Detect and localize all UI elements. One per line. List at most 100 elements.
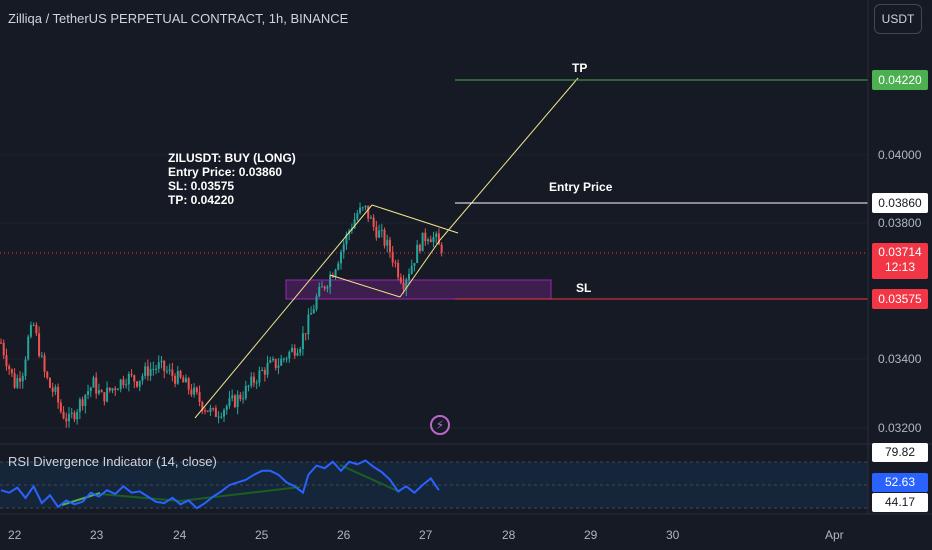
rsi-divergence-line: [339, 464, 401, 493]
candle-body: [149, 369, 152, 376]
candle-body: [220, 416, 223, 418]
candle-body: [410, 265, 413, 274]
chart-title: Zilliqa / TetherUS PERPETUAL CONTRACT, 1…: [8, 11, 349, 26]
time-tick: 26: [337, 528, 351, 542]
price-tick: 0.03800: [878, 216, 922, 230]
rsi-upper-tag: 79.82: [872, 443, 928, 462]
candle-body: [127, 374, 130, 385]
candle-body: [315, 296, 318, 310]
channel-line: [329, 274, 401, 298]
candle-body: [261, 370, 264, 372]
candle-body: [440, 244, 443, 253]
lightning-icon[interactable]: ⚡: [430, 415, 450, 435]
time-tick: Apr: [825, 528, 844, 542]
candle-body: [233, 395, 236, 408]
candle-body: [266, 362, 269, 375]
time-tick: 28: [502, 528, 516, 542]
candle-body: [103, 392, 106, 402]
candle-body: [10, 369, 13, 374]
candle-body: [133, 375, 136, 382]
candle-body: [38, 333, 41, 356]
candle-body: [394, 262, 397, 264]
candle-body: [269, 360, 272, 363]
candle-body: [367, 205, 370, 219]
rsi-line: [0, 459, 440, 510]
candle-body: [424, 232, 427, 242]
candle-body: [97, 390, 100, 394]
candle-body: [46, 371, 49, 378]
candle-body: [255, 382, 258, 384]
idea-line: Entry Price: 0.03860: [168, 165, 283, 179]
candle-body: [239, 394, 242, 400]
candles: [0, 202, 443, 428]
candle-body: [334, 269, 337, 278]
rsi-value-tag: 52.63: [872, 473, 928, 492]
candle-body: [375, 226, 378, 238]
candle-body: [291, 347, 294, 352]
candle-body: [111, 388, 114, 391]
candle-body: [312, 309, 315, 314]
candle-body: [165, 370, 168, 372]
candle-body: [272, 358, 274, 361]
candle-body: [223, 409, 226, 417]
candle-body: [288, 351, 291, 359]
candle-body: [337, 263, 340, 270]
candle-body: [361, 207, 364, 209]
candle-body: [160, 360, 163, 363]
channel-line: [399, 239, 441, 298]
candle-body: [2, 342, 5, 356]
candle-body: [40, 355, 43, 357]
candle-body: [212, 408, 215, 410]
candle-body: [206, 410, 209, 412]
candle-body: [372, 217, 375, 227]
candle-body: [130, 374, 133, 376]
candle-body: [27, 336, 30, 360]
rsi-divergence-line: [99, 486, 301, 503]
candle-body: [388, 239, 391, 252]
candle-body: [8, 366, 11, 370]
candle-body: [65, 418, 68, 422]
candle-body: [195, 387, 198, 393]
candle-body: [155, 368, 158, 370]
idea-line: TP: 0.04220: [168, 193, 235, 207]
candle-body: [13, 373, 16, 388]
time-tick: 22: [8, 528, 22, 542]
candle-body: [57, 386, 60, 403]
time-tick: 25: [255, 528, 269, 542]
candle-body: [19, 378, 22, 382]
candle-body: [242, 398, 245, 400]
candle-body: [73, 412, 76, 420]
candle-body: [201, 401, 204, 411]
candle-body: [5, 355, 8, 367]
candle-body: [182, 377, 185, 383]
candle-body: [274, 358, 277, 368]
candle-body: [231, 395, 234, 399]
channel-line: [371, 204, 459, 234]
candle-body: [421, 232, 424, 252]
candle-body: [204, 410, 206, 412]
sl-label: SL: [576, 281, 592, 295]
currency-button[interactable]: USDT: [874, 4, 922, 34]
candle-body: [307, 314, 310, 335]
candle-body: [282, 358, 285, 360]
flag-pattern: [194, 77, 579, 419]
candle-body: [62, 411, 65, 419]
candle-body: [285, 358, 288, 360]
candle-body: [163, 360, 166, 371]
current-price-value: 0.03714: [878, 245, 922, 259]
candle-body: [48, 377, 51, 388]
candle-body: [380, 229, 383, 231]
candle-body: [217, 416, 220, 418]
candle-body: [184, 378, 187, 383]
candle-body: [320, 286, 323, 288]
price-tick: 0.04000: [878, 148, 922, 162]
candle-body: [244, 386, 247, 399]
candle-body: [228, 398, 231, 406]
candle-body: [171, 369, 174, 376]
candle-body: [418, 244, 421, 252]
candle-body: [323, 286, 326, 289]
candle-body: [353, 219, 356, 229]
candle-body: [81, 399, 84, 407]
candle-body: [263, 370, 266, 375]
